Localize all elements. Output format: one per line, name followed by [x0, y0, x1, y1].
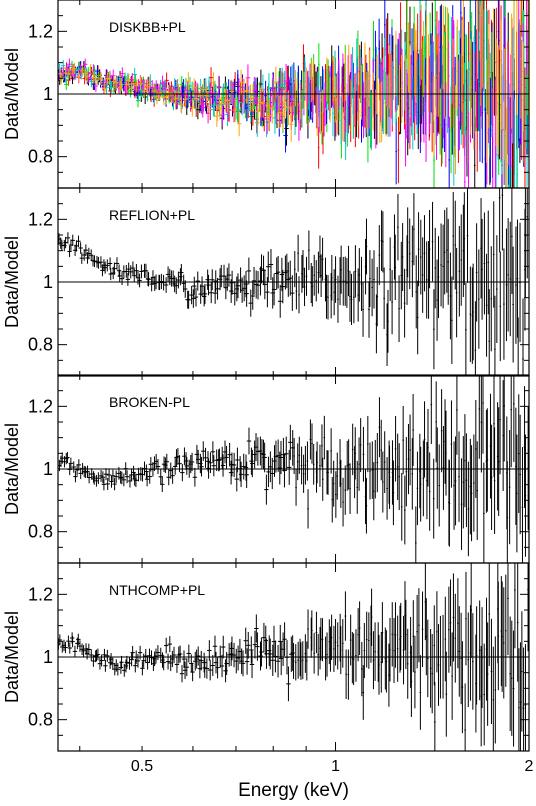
x-tick-label: 2 — [525, 758, 534, 775]
panel-model-label: REFLION+PL — [109, 207, 195, 223]
y-axis-label: Data/Model — [2, 48, 22, 140]
panel-data-points — [58, 375, 529, 563]
panel-data-points — [58, 563, 529, 751]
y-axis-label: Data/Model — [2, 611, 22, 703]
y-tick-label: 0.8 — [28, 335, 53, 355]
panel-model-label: BROKEN-PL — [109, 394, 190, 410]
y-axis-label: Data/Model — [2, 423, 22, 515]
x-tick-label: 0.5 — [131, 758, 153, 775]
y-tick-label: 1.2 — [28, 584, 53, 604]
panel-3: 0.8 1 1.2 NTHCOMP+PL Data/Model — [2, 562, 530, 752]
y-tick-label: 0.8 — [28, 147, 53, 167]
y-tick-label: 1 — [43, 84, 53, 104]
panel-2: 0.8 1 1.2 BROKEN-PL Data/Model — [2, 374, 530, 564]
y-tick-label: 1.2 — [28, 21, 53, 41]
panel-model-label: NTHCOMP+PL — [109, 582, 205, 598]
y-tick-label: 1 — [43, 459, 53, 479]
y-tick-label: 1 — [43, 647, 53, 667]
x-axis-label: Energy (keV) — [238, 780, 349, 801]
y-tick-label: 0.8 — [28, 522, 53, 542]
panel-1: 0.8 1 1.2 REFLION+PL Data/Model — [2, 187, 530, 377]
y-tick-label: 1.2 — [28, 396, 53, 416]
y-tick-label: 1.2 — [28, 209, 53, 229]
y-tick-label: 0.8 — [28, 710, 53, 730]
y-axis-label: Data/Model — [2, 236, 22, 328]
x-tick-label: 1 — [331, 758, 340, 775]
panel-model-label: DISKBB+PL — [109, 19, 186, 35]
panel-data-points — [58, 0, 529, 188]
panel-0: 0.8 1 1.2 DISKBB+PL Data/Model — [2, 0, 530, 189]
y-tick-label: 1 — [43, 272, 53, 292]
